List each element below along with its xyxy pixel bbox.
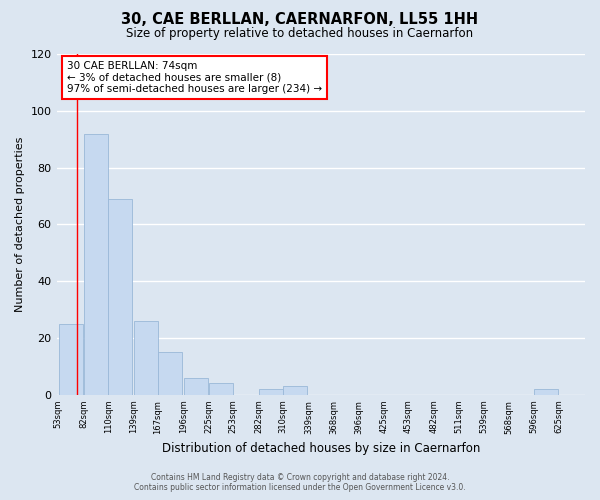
Text: 30, CAE BERLLAN, CAERNARFON, LL55 1HH: 30, CAE BERLLAN, CAERNARFON, LL55 1HH: [121, 12, 479, 28]
Bar: [59, 324, 83, 395]
Bar: [134, 321, 158, 395]
Bar: [533, 389, 557, 395]
Bar: [209, 384, 233, 395]
Text: 30 CAE BERLLAN: 74sqm
← 3% of detached houses are smaller (8)
97% of semi-detach: 30 CAE BERLLAN: 74sqm ← 3% of detached h…: [67, 61, 322, 94]
Text: Contains HM Land Registry data © Crown copyright and database right 2024.
Contai: Contains HM Land Registry data © Crown c…: [134, 473, 466, 492]
Bar: [158, 352, 182, 395]
Bar: [259, 389, 283, 395]
Bar: [283, 386, 307, 395]
Text: Size of property relative to detached houses in Caernarfon: Size of property relative to detached ho…: [127, 28, 473, 40]
X-axis label: Distribution of detached houses by size in Caernarfon: Distribution of detached houses by size …: [161, 442, 480, 455]
Bar: [84, 134, 108, 395]
Y-axis label: Number of detached properties: Number of detached properties: [15, 136, 25, 312]
Bar: [184, 378, 208, 395]
Bar: [109, 199, 133, 395]
